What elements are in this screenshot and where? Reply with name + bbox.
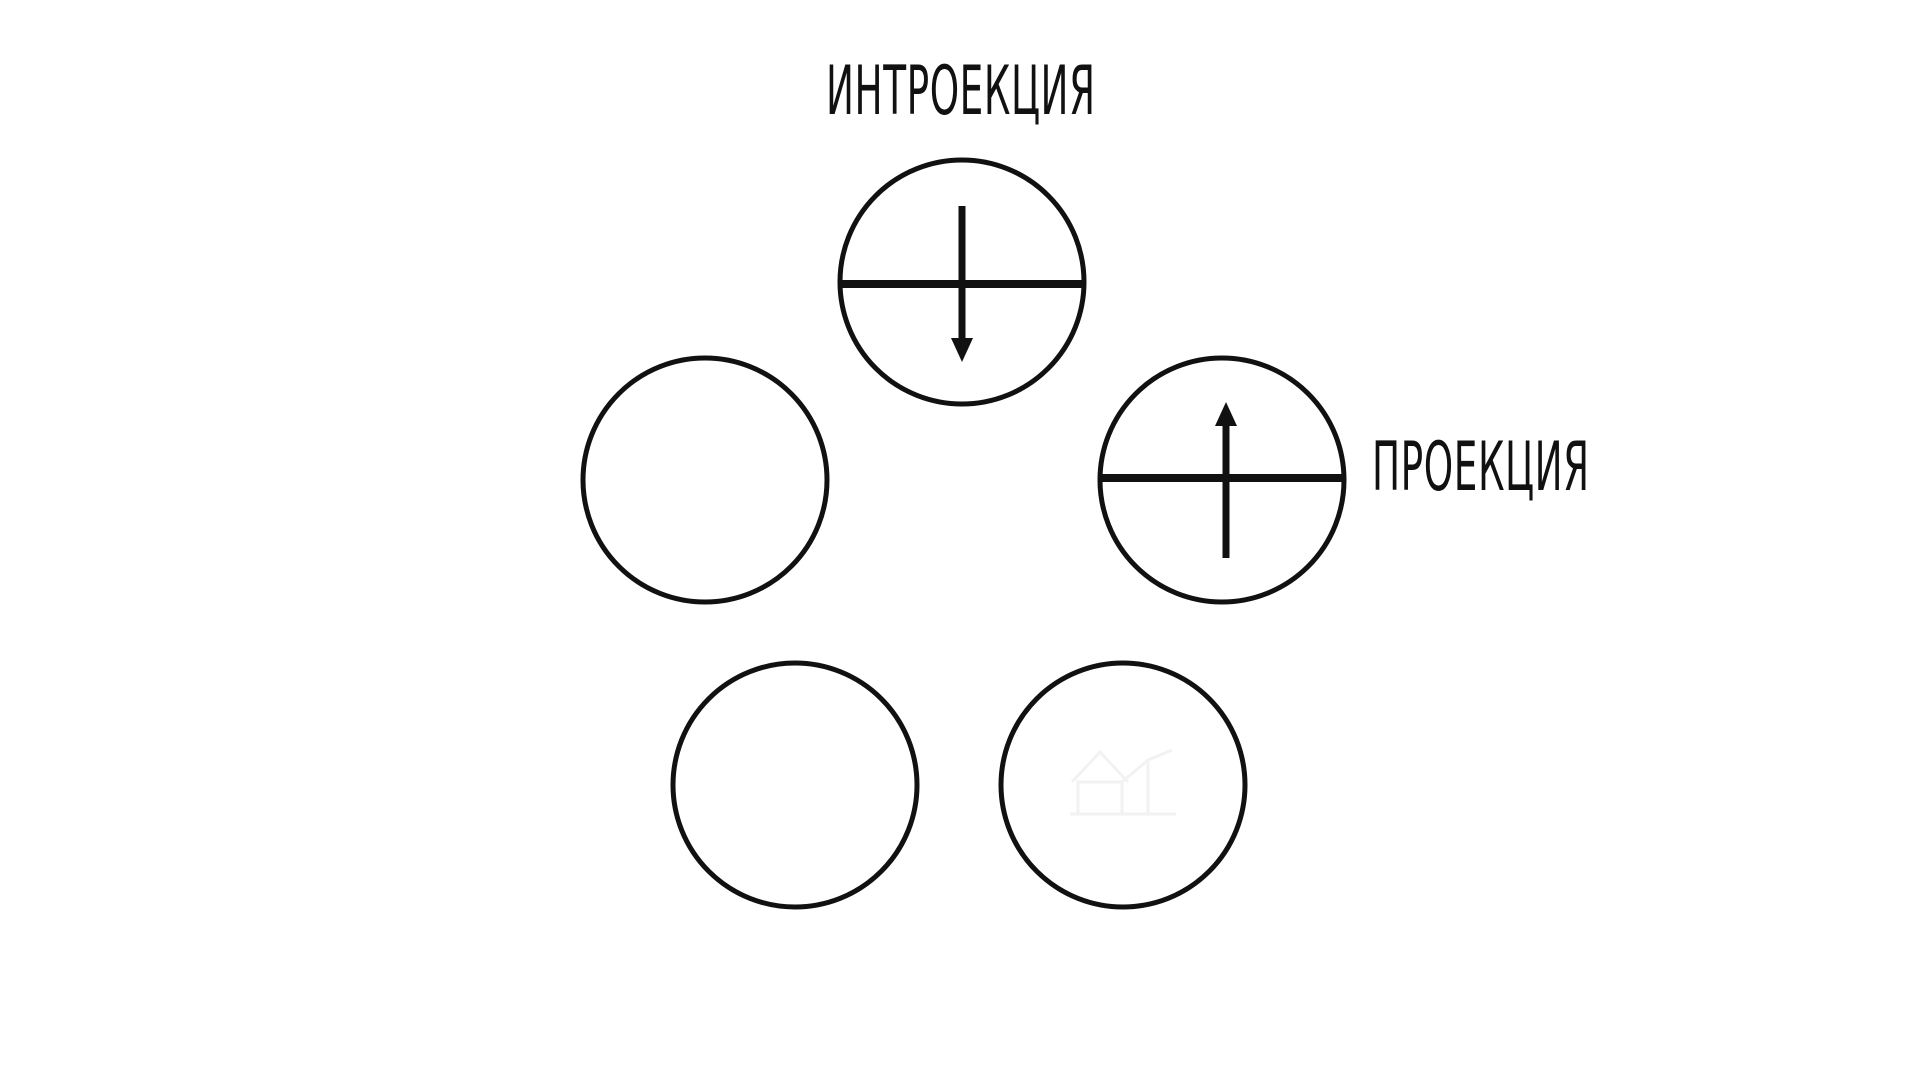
- left-circle: [580, 355, 830, 605]
- introjection-circle-group: [837, 157, 1087, 407]
- projection-circle-group: [1097, 355, 1347, 605]
- introjection-label: ИНТРОЕКЦИЯ: [826, 52, 1096, 131]
- arrow-down-icon: [951, 338, 973, 362]
- bottom-right-circle-group: [998, 660, 1248, 910]
- arrow-up-icon: [1215, 402, 1237, 426]
- bottom-right-circle: [998, 660, 1248, 910]
- house-icon: [1070, 748, 1176, 816]
- bottom-left-circle: [670, 660, 920, 910]
- projection-label: ПРОЕКЦИЯ: [1372, 428, 1590, 507]
